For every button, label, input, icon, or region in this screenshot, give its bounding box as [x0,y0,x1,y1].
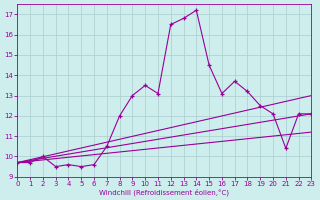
X-axis label: Windchill (Refroidissement éolien,°C): Windchill (Refroidissement éolien,°C) [100,188,229,196]
